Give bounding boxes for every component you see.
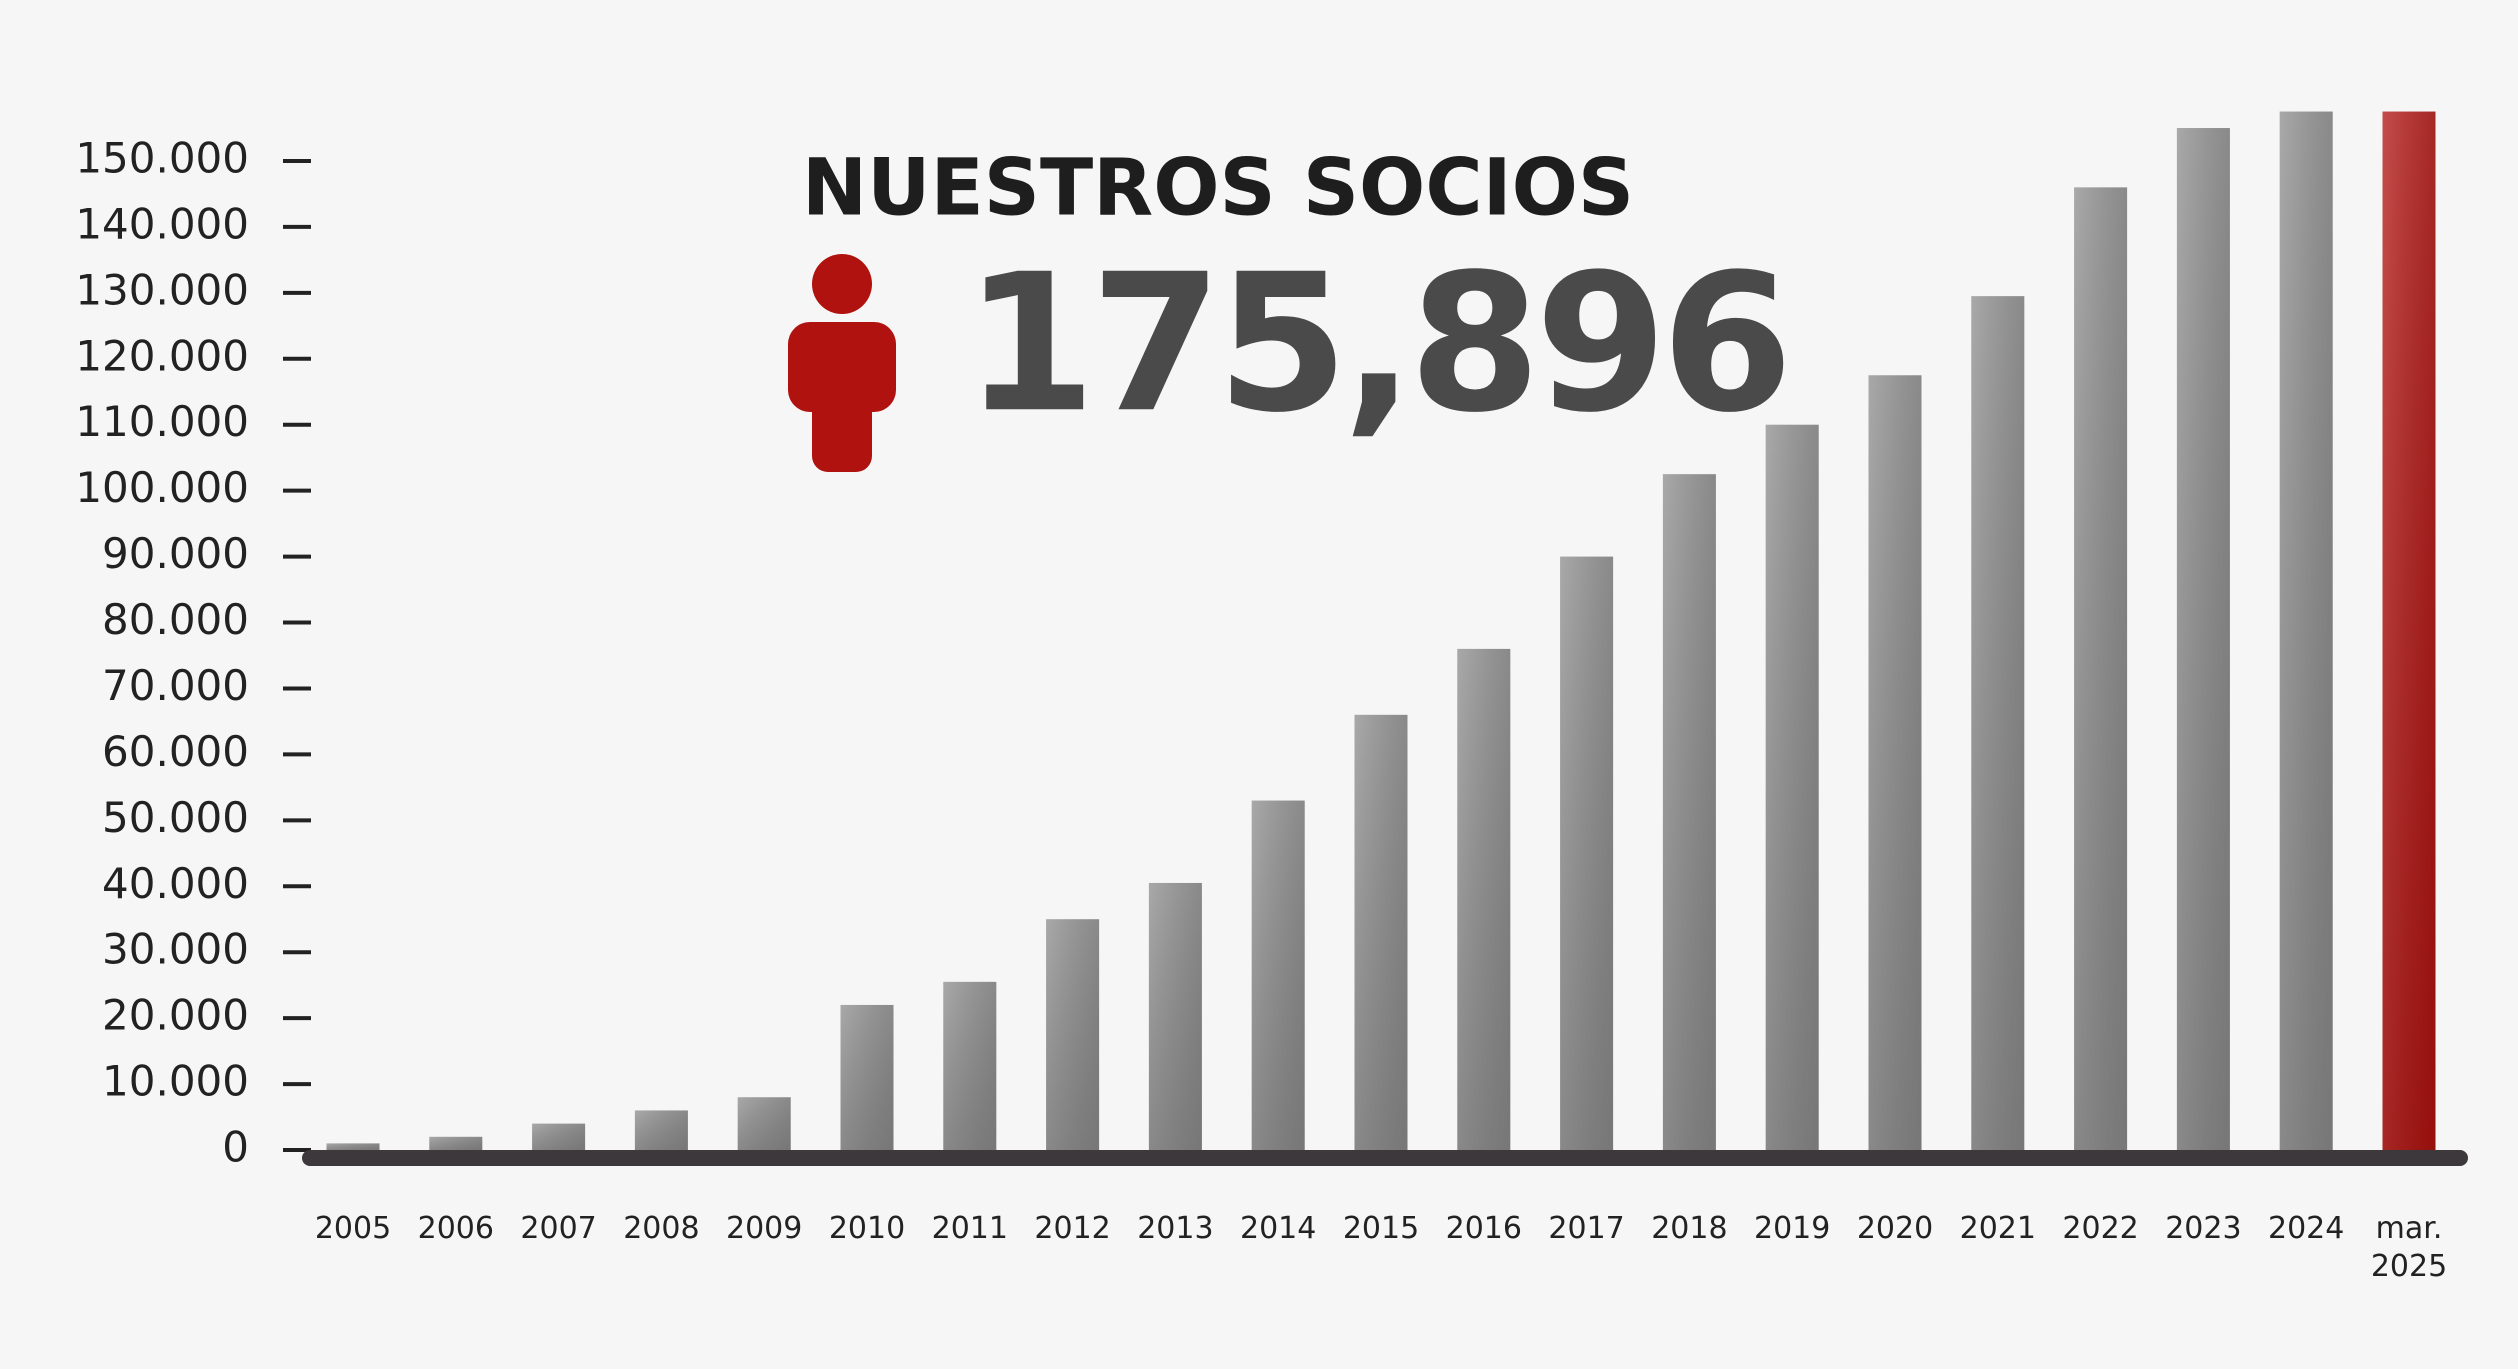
x-tick-label: 2015: [1342, 1211, 1420, 1246]
bar-shade: [1662, 474, 1716, 1150]
x-tick-label: 2022: [2062, 1211, 2139, 1246]
bar-shade: [2074, 187, 2128, 1150]
bar-shade: [943, 981, 997, 1150]
x-tick-label: 2012: [1034, 1211, 1111, 1246]
x-tick-label: 2019: [1754, 1211, 1831, 1246]
bar-shade: [1765, 424, 1819, 1150]
y-tick-label: 100.000: [75, 463, 249, 512]
bar-shade: [634, 1110, 688, 1150]
total-members: 175,896: [964, 233, 1787, 454]
y-tick-label: 80.000: [102, 595, 249, 644]
bar-shade: [1868, 375, 1922, 1150]
bar-shade: [1457, 648, 1511, 1150]
bar-shade: [1971, 296, 2025, 1150]
bar-shade: [840, 1004, 894, 1150]
y-tick-label: 40.000: [102, 859, 249, 908]
bar-shade: [2279, 111, 2333, 1150]
bar-shade: [1354, 714, 1408, 1150]
x-tick-label: 2006: [417, 1211, 494, 1246]
y-tick-label: 70.000: [102, 661, 249, 710]
x-tick-label: 2007: [520, 1211, 597, 1246]
y-tick-label: 10.000: [102, 1057, 249, 1106]
person-icon: [788, 254, 896, 472]
y-tick-label: 140.000: [75, 199, 249, 248]
y-tick-label: 90.000: [102, 529, 249, 578]
y-tick-label: 30.000: [102, 925, 249, 974]
bar-shade: [2382, 111, 2436, 1150]
bar-shade: [326, 1143, 380, 1150]
x-tick-label: 2008: [623, 1211, 700, 1246]
x-tick-label: 2013: [1137, 1211, 1214, 1246]
x-tick-label: 2020: [1856, 1211, 1934, 1246]
bar-shade: [737, 1097, 791, 1150]
x-tick-label: 2018: [1651, 1211, 1728, 1246]
bar-shade: [532, 1123, 586, 1150]
bar-shade: [2176, 128, 2230, 1151]
x-tick-label: 2010: [828, 1211, 906, 1246]
y-tick-label: 50.000: [102, 793, 249, 842]
chart-title: NUESTROS SOCIOS: [802, 143, 1634, 233]
bar-shade: [1251, 800, 1305, 1150]
x-tick-label: 2011: [931, 1211, 1008, 1246]
y-tick-label: 20.000: [102, 991, 249, 1040]
x-tick-label: 2014: [1240, 1211, 1317, 1246]
x-tick-label: 2009: [726, 1211, 803, 1246]
y-tick-label: 120.000: [75, 331, 249, 380]
bar-shade: [1560, 556, 1614, 1150]
x-tick-label: 2023: [2165, 1211, 2242, 1246]
x-tick-label: 2017: [1548, 1211, 1625, 1246]
bar-shade: [429, 1136, 483, 1150]
y-tick-label: 110.000: [75, 397, 249, 446]
y-tick-label: 130.000: [75, 265, 249, 314]
x-tick-label: mar. 2025: [2370, 1211, 2448, 1284]
x-tick-label: 2024: [2268, 1211, 2345, 1246]
y-tick-label: 150.000: [75, 134, 249, 183]
y-tick-label: 0: [222, 1123, 249, 1172]
bar-shade: [1046, 919, 1100, 1150]
bar-shade: [1148, 882, 1202, 1150]
y-tick-label: 60.000: [102, 727, 249, 776]
x-tick-label: 2016: [1445, 1211, 1522, 1246]
x-tick-label: 2005: [314, 1211, 392, 1246]
x-tick-label: 2021: [1959, 1211, 2036, 1246]
